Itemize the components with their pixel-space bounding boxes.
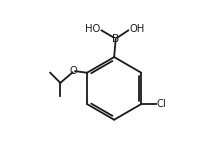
Text: HO: HO xyxy=(85,24,100,34)
Text: B: B xyxy=(112,34,119,44)
Text: Cl: Cl xyxy=(157,99,166,109)
Text: O: O xyxy=(70,66,77,76)
Text: OH: OH xyxy=(129,24,145,34)
